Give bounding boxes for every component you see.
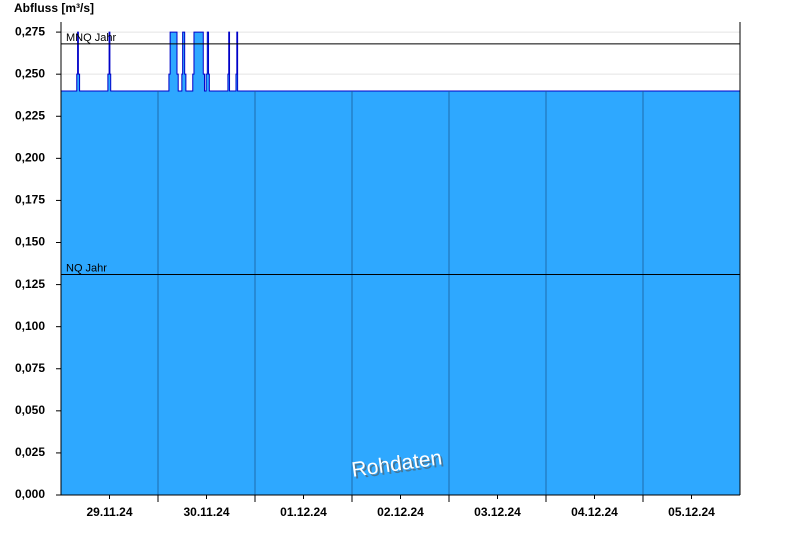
y-tick-label: 0,150 <box>15 235 45 249</box>
x-tick-label: 03.12.24 <box>474 505 521 519</box>
y-tick-label: 0,125 <box>15 277 45 291</box>
y-tick-label: 0,100 <box>15 319 45 333</box>
x-tick-label: 04.12.24 <box>571 505 618 519</box>
x-tick-label: 30.11.24 <box>183 505 229 519</box>
y-tick-label: 0,175 <box>15 193 45 207</box>
y-tick-label: 0,200 <box>15 151 45 165</box>
y-tick-label: 0,275 <box>15 24 45 38</box>
y-axis-label: Abfluss [m³/s] <box>14 1 94 15</box>
area <box>61 32 740 496</box>
y-tick-label: 0,250 <box>15 66 45 80</box>
y-tick-label: 0,050 <box>15 403 45 417</box>
y-tick-label: 0,000 <box>15 487 45 501</box>
y-tick-label: 0,075 <box>15 361 45 375</box>
x-tick-label: 29.11.24 <box>86 505 132 519</box>
area-line <box>61 31 740 92</box>
reference-label: MNQ Jahr <box>66 32 116 44</box>
y-tick-label: 0,225 <box>15 108 45 122</box>
x-tick-label: 01.12.24 <box>280 505 327 519</box>
x-tick-label: 05.12.24 <box>668 505 715 519</box>
reference-label: NQ Jahr <box>66 262 107 274</box>
y-tick-label: 0,025 <box>15 445 45 459</box>
x-tick-label: 02.12.24 <box>377 505 424 519</box>
